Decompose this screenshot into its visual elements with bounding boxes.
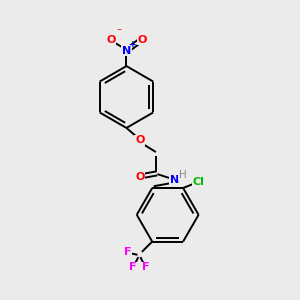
Text: +: + — [128, 40, 136, 49]
Text: F: F — [124, 247, 131, 257]
Text: Cl: Cl — [193, 176, 204, 187]
Text: N: N — [122, 46, 131, 56]
Text: O: O — [135, 172, 144, 182]
Text: O: O — [135, 135, 144, 145]
Text: H: H — [178, 170, 186, 180]
Text: ⁻: ⁻ — [116, 27, 121, 37]
Text: F: F — [142, 262, 149, 272]
Text: N: N — [169, 175, 179, 185]
Text: F: F — [129, 262, 137, 272]
Text: O: O — [137, 34, 146, 45]
Text: O: O — [106, 34, 116, 45]
